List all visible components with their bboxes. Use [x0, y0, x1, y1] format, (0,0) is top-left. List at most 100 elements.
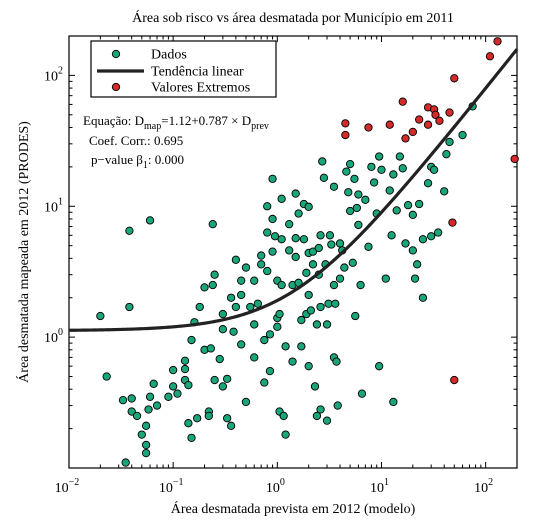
data-point [369, 178, 379, 187]
data-point [121, 458, 130, 467]
data-point [223, 374, 232, 383]
data-point [237, 290, 246, 300]
data-point [344, 188, 353, 197]
data-point [195, 302, 204, 312]
data-point [361, 195, 370, 204]
legend-marker-dados [111, 49, 121, 59]
data-point [145, 392, 155, 401]
y-axis-tick-labels: 100 101 102 [44, 65, 63, 346]
data-point [291, 234, 300, 243]
data-point [173, 389, 182, 398]
data-point [331, 299, 340, 308]
data-point [345, 206, 355, 216]
data-point [281, 430, 290, 439]
extreme-value-point [423, 120, 433, 129]
data-point [342, 167, 351, 176]
data-point [387, 231, 396, 240]
data-point [429, 165, 439, 174]
x-axis-tick-labels: 10−2 10−1 100 101 102 [55, 477, 493, 496]
data-point [440, 187, 449, 196]
data-point [316, 231, 325, 240]
legend-marker-extremos [111, 82, 121, 92]
extreme-value-point [398, 97, 407, 106]
data-point [285, 220, 294, 229]
data-point [263, 202, 272, 211]
x-tick-label: 10−1 [159, 477, 184, 496]
data-point [231, 302, 241, 312]
data-point [325, 231, 335, 240]
chart-title: Área sob risco vs área desmatada por Mun… [132, 9, 454, 26]
data-point [357, 389, 367, 398]
data-point [302, 268, 311, 277]
y-tick-label: 102 [44, 65, 63, 84]
legend-label-dados: Dados [151, 48, 187, 63]
data-point [299, 235, 309, 244]
data-point [169, 365, 178, 375]
data-point [231, 255, 241, 264]
data-point [316, 405, 325, 414]
data-point [184, 380, 193, 390]
data-point [381, 274, 390, 283]
extreme-value-point [364, 123, 373, 132]
data-point [268, 214, 277, 224]
data-point [335, 239, 345, 248]
data-point [277, 235, 286, 244]
y-tick-label: 100 [44, 327, 63, 346]
data-point [118, 395, 128, 405]
legend-label-tendencia: Tendência linear [151, 65, 244, 80]
data-point [408, 210, 417, 219]
data-point [329, 280, 339, 290]
data-point [304, 290, 313, 300]
data-point [164, 392, 173, 401]
data-point [324, 299, 333, 308]
data-point [345, 159, 355, 169]
data-point [319, 173, 329, 182]
data-points [96, 37, 519, 467]
data-point [253, 299, 262, 308]
equation-annotation: Equação: Dmap=1.12+0.787 × Dprev [83, 113, 269, 132]
data-point [297, 342, 306, 351]
data-point [306, 306, 316, 315]
data-point [375, 152, 384, 161]
data-point [263, 266, 272, 276]
data-point [127, 407, 136, 416]
x-tick-label: 101 [370, 477, 389, 496]
data-point [413, 260, 422, 269]
data-point [354, 220, 363, 230]
data-point [144, 405, 153, 414]
y-axis-label: Área desmatada mapeada em 2012 (PRODES) [15, 121, 32, 383]
data-point [206, 344, 215, 353]
data-point [260, 378, 269, 387]
data-point [281, 342, 290, 351]
data-point [200, 283, 209, 292]
data-point [423, 179, 433, 188]
data-point [268, 247, 277, 256]
extreme-value-point [341, 119, 350, 128]
x-tick-label: 102 [474, 477, 493, 496]
data-point [389, 397, 398, 407]
data-point [180, 364, 190, 374]
data-point [340, 263, 349, 272]
data-point [250, 276, 259, 285]
data-point [241, 397, 251, 407]
data-point [350, 174, 359, 183]
data-point [308, 260, 318, 269]
data-point [403, 200, 413, 210]
data-point [332, 357, 341, 366]
data-point [401, 239, 410, 248]
x-axis-label: Área desmatada prevista em 2012 (modelo) [171, 500, 416, 517]
data-point [408, 246, 417, 255]
data-point [288, 357, 297, 366]
data-point [127, 394, 136, 403]
data-point [268, 174, 277, 183]
data-point [270, 232, 280, 241]
data-point [125, 302, 134, 312]
data-point [218, 309, 228, 319]
data-point [322, 320, 332, 329]
data-point [395, 152, 404, 161]
y-tick-label: 101 [44, 196, 63, 215]
data-point [304, 202, 313, 211]
data-point [277, 280, 286, 290]
data-point [312, 320, 322, 329]
data-point [385, 186, 394, 195]
